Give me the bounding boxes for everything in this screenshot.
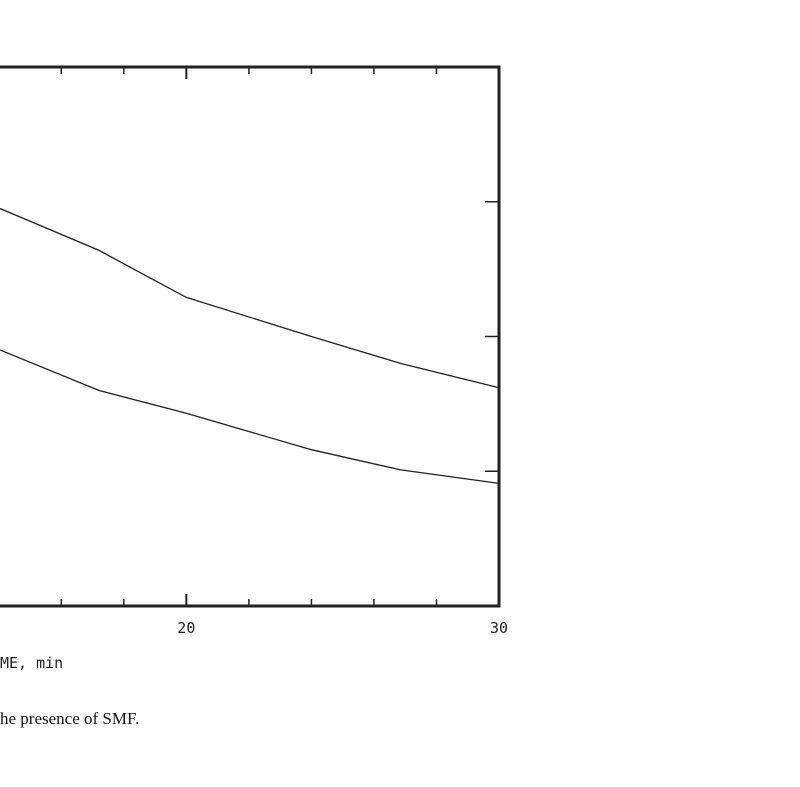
plot-frame (0, 65, 501, 608)
x-tick-label: 30 (490, 619, 508, 637)
data-line (0, 207, 500, 389)
caption: he presence of SMF. (0, 709, 139, 728)
x-axis-label: ME, min (0, 654, 63, 672)
data-line (0, 349, 500, 485)
x-tick-label: 20 (177, 619, 195, 637)
